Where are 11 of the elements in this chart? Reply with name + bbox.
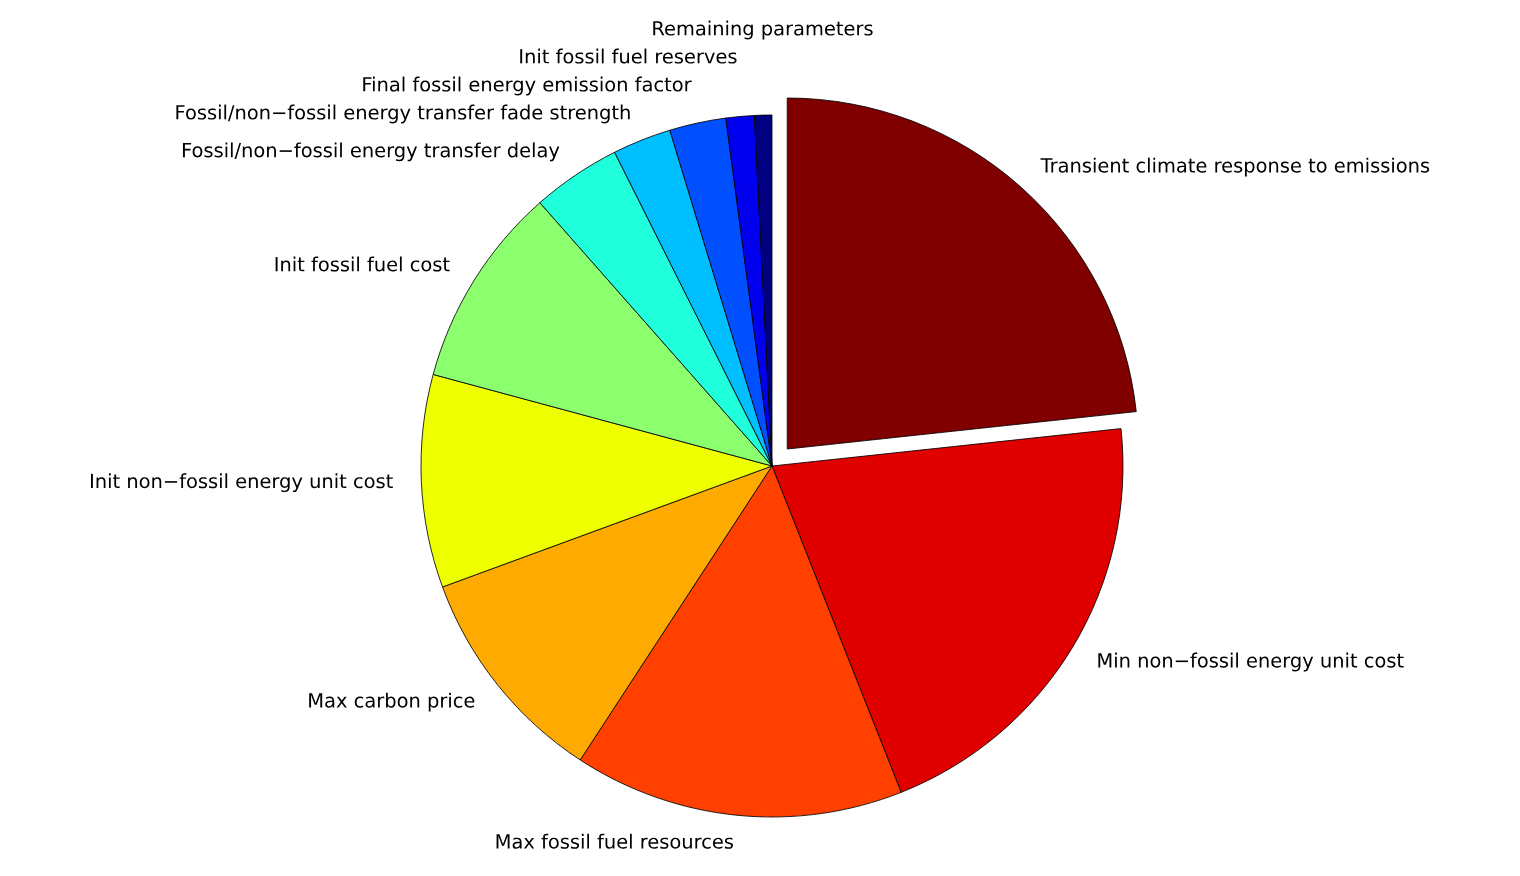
- slice-label: Init fossil fuel reserves: [520, 48, 737, 64]
- slice-label: Fossil/non−fossil energy transfer delay: [182, 142, 560, 162]
- slice-label: Min non−fossil energy unit cost: [1098, 652, 1404, 672]
- slice-label: Final fossil energy emission factor: [363, 76, 692, 96]
- slice-label: Init fossil fuel cost: [275, 256, 450, 272]
- slice-label: Init non−fossil energy unit cost: [90, 473, 393, 493]
- slice-label: Remaining parameters: [653, 20, 873, 40]
- slice-label: Transient climate response to emissions: [1040, 157, 1430, 177]
- slice-label: Max fossil fuel resources: [496, 833, 734, 849]
- slice-label: Max carbon price: [309, 692, 475, 712]
- slice-label: Fossil/non−fossil energy transfer fade strength: [176, 104, 630, 124]
